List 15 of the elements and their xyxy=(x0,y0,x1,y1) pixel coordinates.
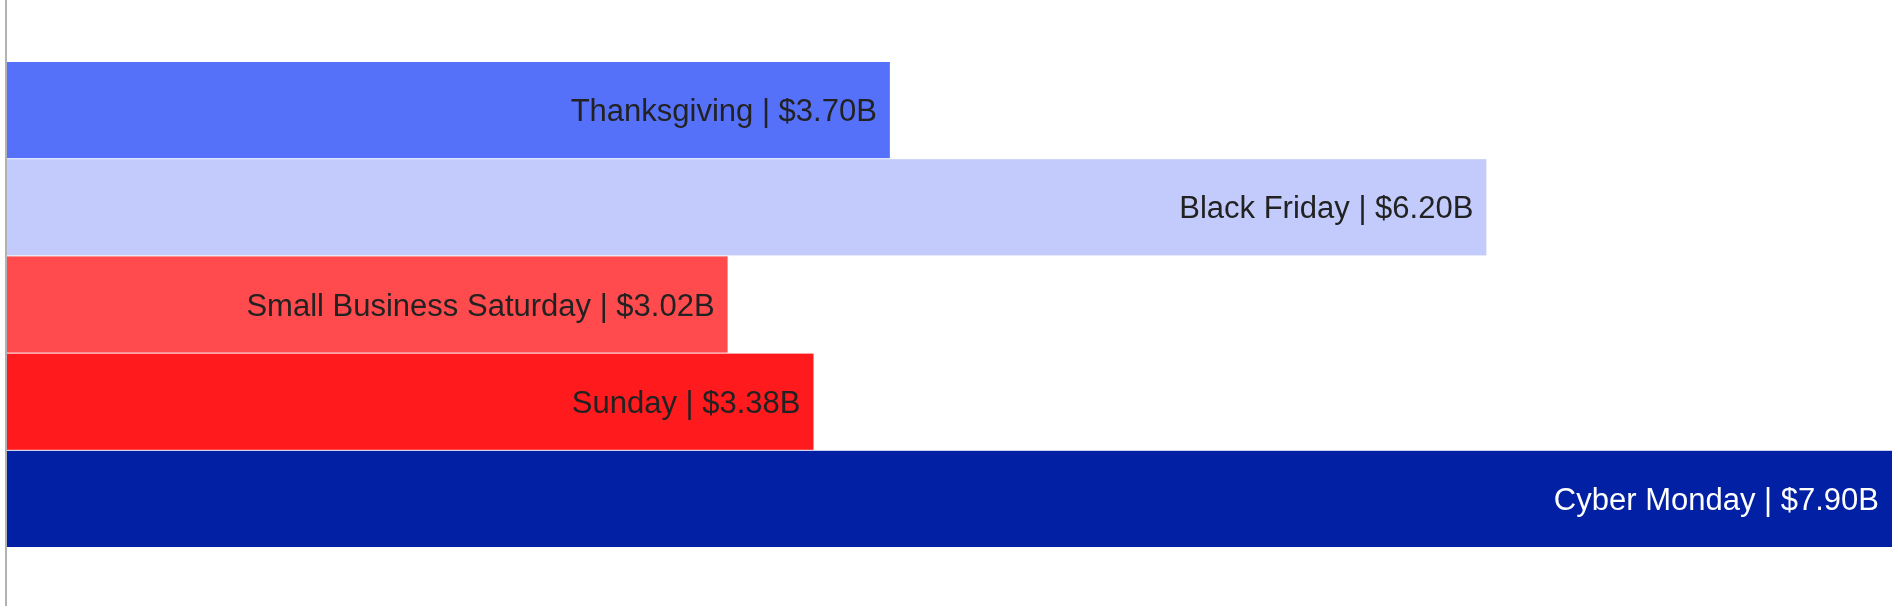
data-label: | $3.38B xyxy=(685,384,801,420)
y-tick-label: Sunday xyxy=(571,384,678,420)
bar xyxy=(7,256,728,353)
bar xyxy=(7,353,814,450)
data-label: | $7.90B xyxy=(1764,481,1879,517)
bar xyxy=(7,62,890,159)
y-tick-label: Black Friday xyxy=(1179,189,1351,225)
y-tick-label: Thanksgiving xyxy=(570,92,754,128)
data-label: | $3.70B xyxy=(761,92,877,128)
y-tick-label: Small Business Saturday xyxy=(246,287,592,322)
bar xyxy=(7,159,1487,256)
data-label: | $3.02B xyxy=(599,287,715,322)
data-label: | $6.20B xyxy=(1358,189,1474,225)
y-tick-label: Cyber Monday xyxy=(1553,481,1756,517)
bar xyxy=(7,450,1892,547)
